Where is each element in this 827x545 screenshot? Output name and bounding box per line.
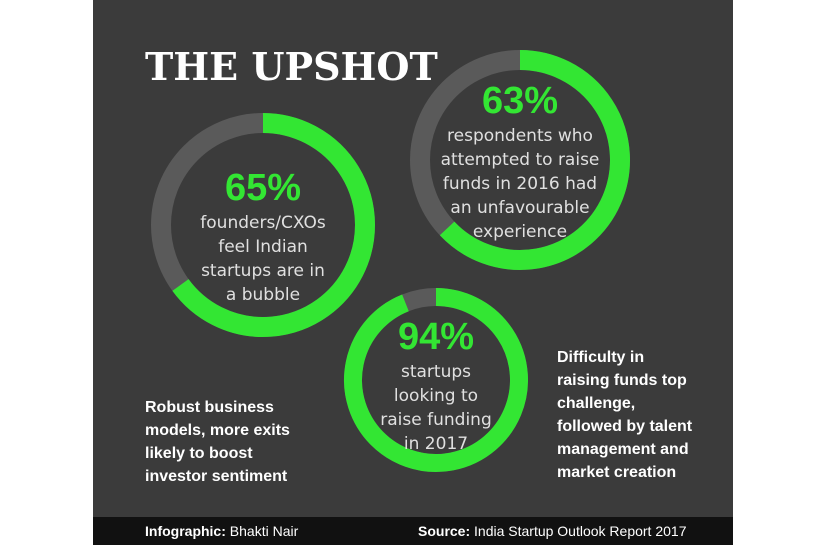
caption-line: experience	[473, 222, 567, 242]
source: India Startup Outlook Report 2017	[474, 523, 687, 539]
caption-line: looking to	[394, 386, 478, 406]
percent-label: 63%	[482, 80, 558, 122]
footer-credit: Infographic: Bhakti Nair	[145, 523, 299, 539]
footer-source: Source: India Startup Outlook Report 201…	[418, 523, 687, 539]
note-line: market creation	[557, 464, 676, 481]
caption-line: raise funding	[380, 410, 491, 430]
caption-line: startups	[401, 362, 471, 382]
caption-line: funds in 2016 had	[443, 174, 597, 194]
caption-line: attempted to raise	[441, 150, 600, 170]
title: THE UPSHOT	[145, 44, 438, 89]
donut-arc	[172, 113, 375, 337]
note-line: likely to boost	[145, 445, 253, 462]
percent-label: 65%	[225, 167, 301, 209]
caption-line: feel Indian	[218, 237, 308, 257]
caption-line: a bubble	[226, 285, 300, 305]
caption-line: startups are in	[201, 261, 325, 281]
note-line: Robust business	[145, 399, 274, 416]
caption-line: in 2017	[404, 434, 468, 454]
footer-bar	[93, 517, 733, 545]
note-line: raising funds top	[557, 372, 687, 389]
source-label: Source:	[418, 523, 470, 539]
caption-line: an unfavourable	[450, 198, 589, 218]
panel	[93, 0, 733, 517]
note-line: challenge,	[557, 395, 635, 412]
note-line: followed by talent	[557, 418, 693, 435]
percent-label: 94%	[398, 316, 474, 358]
note-line: investor sentiment	[145, 468, 288, 485]
note-line: models, more exits	[145, 422, 290, 439]
credit: Bhakti Nair	[230, 523, 299, 539]
credit-label: Infographic:	[145, 523, 226, 539]
donut-arc	[344, 288, 528, 472]
caption-line: founders/CXOs	[200, 213, 326, 233]
caption-line: respondents who	[447, 126, 593, 146]
donut-arc	[439, 50, 630, 270]
note-line: Difficulty in	[557, 349, 644, 366]
note-line: management and	[557, 441, 689, 458]
